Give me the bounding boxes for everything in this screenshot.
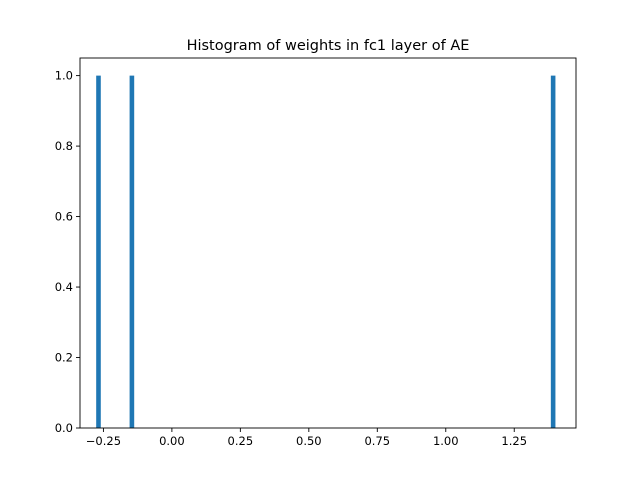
x-tick-label: 0.00 [159,434,185,448]
histogram-bar [550,75,556,428]
y-tick-label: 1.0 [55,69,73,83]
y-tick-label: 0.2 [55,351,73,365]
plot-frame [79,57,577,429]
x-tick-label: 0.50 [296,434,322,448]
bars-layer [96,75,556,428]
y-tick-label: 0.0 [55,421,73,435]
y-tick-label: 0.8 [55,139,73,153]
x-tick-label: 0.75 [364,434,390,448]
x-tick-label: 0.25 [228,434,254,448]
x-tick-label: 1.00 [433,434,459,448]
y-tick-label: 0.4 [55,280,73,294]
x-axis-ticks: −0.25 0.00 0.25 0.50 0.75 1.00 1.25 [86,428,527,448]
histogram-bar [96,75,101,428]
x-tick-label: −0.25 [86,434,121,448]
chart-title: Histogram of weights in fc1 layer of AE [187,38,470,54]
histogram-bar [129,75,135,428]
y-tick-label: 0.6 [55,210,73,224]
x-tick-label: 1.25 [501,434,527,448]
y-axis-ticks: 0.0 0.2 0.4 0.6 0.8 1.0 [55,69,80,435]
